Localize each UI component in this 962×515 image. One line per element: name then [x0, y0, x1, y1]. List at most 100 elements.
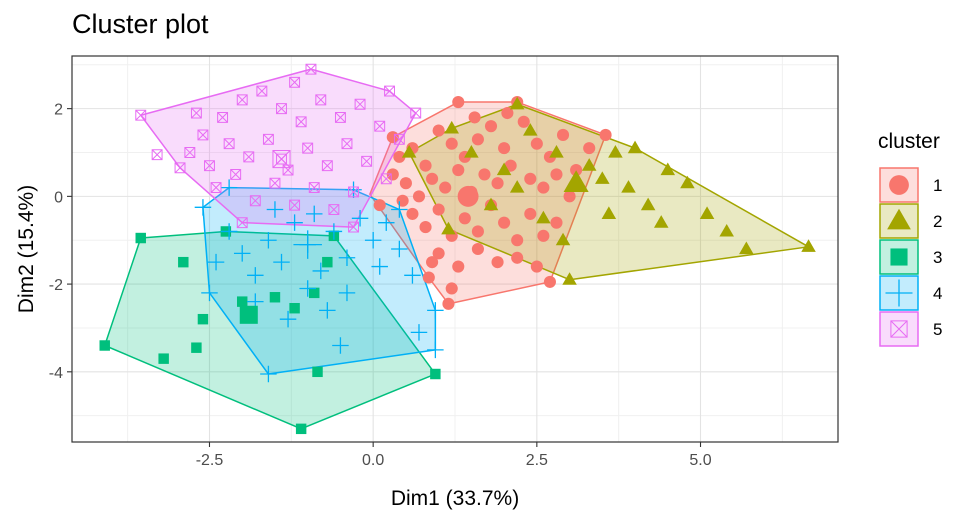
- cluster-2-point: [601, 206, 617, 219]
- cluster-5-point: [262, 133, 274, 145]
- cluster-3-point: [295, 423, 307, 435]
- y-axis-title: Dim2 (15.4%): [15, 185, 38, 313]
- cluster-4-point: [207, 253, 225, 271]
- cluster-2-point: [653, 215, 669, 228]
- cluster-2-point: [496, 162, 512, 176]
- cluster-2-point: [536, 210, 551, 224]
- cluster-5-point: [295, 116, 307, 128]
- cluster-5-point: [210, 182, 222, 194]
- cluster-2-point: [595, 171, 610, 184]
- legend-title: cluster: [878, 130, 940, 153]
- cluster-2-point: [699, 206, 715, 219]
- cluster-1-point: [537, 181, 550, 194]
- cluster-1-point: [583, 142, 596, 155]
- cluster-2-point: [441, 221, 456, 235]
- cluster-3-point: [197, 313, 209, 325]
- cluster-1-point: [419, 159, 432, 172]
- cluster-5-point: [184, 147, 196, 158]
- cluster-5-point: [321, 160, 333, 172]
- cluster-1-point: [442, 297, 455, 310]
- cluster-2-point: [549, 144, 564, 158]
- cluster-3-point: [158, 353, 169, 364]
- y-tick-label: -4: [49, 365, 63, 382]
- cluster-5-point: [374, 120, 386, 132]
- cluster-4-point: [427, 341, 444, 359]
- cluster-5-point: [230, 168, 242, 180]
- cluster-3-point: [135, 232, 146, 244]
- legend-marker-1: [889, 175, 909, 195]
- cluster-4-point: [410, 324, 428, 341]
- cluster-2-point: [640, 197, 656, 211]
- cluster-4-point: [325, 223, 343, 240]
- cluster-5-point: [410, 107, 422, 119]
- cluster-1-point: [393, 150, 406, 163]
- cluster-5-point: [305, 63, 317, 75]
- cluster-5-point: [334, 111, 346, 123]
- cluster-3-point: [191, 342, 202, 353]
- cluster-1-point: [432, 124, 445, 137]
- cluster-1-point: [452, 96, 465, 109]
- y-tick-label: 0: [54, 189, 63, 206]
- cluster-1-point: [570, 163, 583, 177]
- cluster-4-point: [364, 231, 382, 249]
- cluster-5-point: [384, 85, 395, 97]
- cluster-1-point: [445, 282, 458, 295]
- cluster-points: [99, 63, 816, 435]
- cluster-1-point: [530, 260, 543, 273]
- cluster-5-point: [249, 195, 261, 207]
- cluster-5-point: [174, 162, 186, 174]
- x-axis-ticks: -2.5 0.0 2.5 5.0: [196, 442, 712, 469]
- cluster-4-point: [391, 201, 408, 218]
- cluster-1-point: [491, 177, 504, 190]
- cluster-1-point: [471, 225, 484, 238]
- cluster-1-point: [530, 137, 543, 150]
- cluster-1-point: [468, 111, 481, 124]
- cluster-2-point: [523, 123, 538, 136]
- cluster-5-point: [348, 221, 359, 233]
- legend: cluster 1 2 3 4 5: [878, 130, 942, 347]
- cluster-4-point: [427, 302, 444, 319]
- cluster-1-point: [478, 168, 491, 181]
- cluster-3-point: [312, 366, 323, 378]
- cluster-2-point: [680, 175, 695, 189]
- cluster-2-point: [608, 144, 623, 158]
- cluster-2-point: [555, 232, 571, 246]
- cluster-4-point: [305, 205, 323, 223]
- x-tick-label: 5.0: [689, 452, 711, 469]
- cluster-1-point: [419, 221, 432, 234]
- y-axis-ticks: -4 -2 0 2: [49, 102, 72, 382]
- cluster-5-point: [302, 142, 314, 154]
- cluster-4-point: [319, 302, 336, 319]
- cluster-2-point: [444, 120, 459, 134]
- cluster-1-point: [501, 106, 514, 120]
- cluster-5-point: [328, 204, 340, 215]
- cluster-centers: [239, 150, 589, 324]
- cluster-5-point: [308, 182, 320, 194]
- cluster-5-hull: [139, 68, 417, 228]
- cluster-2-point: [483, 197, 499, 211]
- cluster-4-point: [233, 245, 251, 262]
- panel-border: [71, 55, 839, 443]
- cluster-2-point: [719, 223, 734, 237]
- cluster-1-point: [386, 168, 399, 181]
- cluster-1-point: [373, 199, 386, 212]
- cluster-2-point: [621, 180, 636, 193]
- cluster-4-point: [371, 258, 388, 275]
- cluster-3-point: [236, 296, 248, 307]
- cluster-5-point: [289, 76, 301, 88]
- cluster-2-center: [563, 170, 589, 192]
- cluster-1-point: [406, 207, 419, 220]
- cluster-4-point: [338, 249, 356, 267]
- cluster-3-center: [239, 305, 258, 324]
- cluster-5-point: [341, 138, 353, 150]
- cluster-4-point: [286, 214, 303, 231]
- x-tick-label: -2.5: [196, 452, 224, 469]
- cluster-2-point: [627, 140, 643, 154]
- cluster-4-point: [332, 337, 349, 354]
- plot-panel: [72, 56, 838, 442]
- cluster-5-point: [223, 138, 235, 150]
- x-tick-label: 0.0: [362, 452, 384, 469]
- cluster-3-point: [309, 287, 320, 299]
- cluster-4-point: [201, 284, 218, 302]
- cluster-3-point: [99, 340, 110, 351]
